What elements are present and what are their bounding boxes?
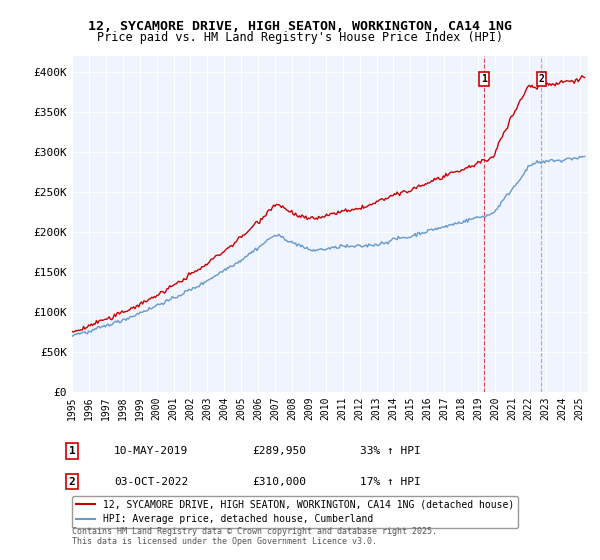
- Text: Contains HM Land Registry data © Crown copyright and database right 2025.
This d: Contains HM Land Registry data © Crown c…: [72, 526, 437, 546]
- Legend: 12, SYCAMORE DRIVE, HIGH SEATON, WORKINGTON, CA14 1NG (detached house), HPI: Ave: 12, SYCAMORE DRIVE, HIGH SEATON, WORKING…: [72, 496, 518, 528]
- Text: 2: 2: [68, 477, 76, 487]
- Text: 03-OCT-2022: 03-OCT-2022: [114, 477, 188, 487]
- Text: 10-MAY-2019: 10-MAY-2019: [114, 446, 188, 456]
- Text: 1: 1: [481, 74, 487, 84]
- Text: 17% ↑ HPI: 17% ↑ HPI: [360, 477, 421, 487]
- Text: Price paid vs. HM Land Registry's House Price Index (HPI): Price paid vs. HM Land Registry's House …: [97, 31, 503, 44]
- Text: 1: 1: [68, 446, 76, 456]
- Text: £289,950: £289,950: [252, 446, 306, 456]
- Text: £310,000: £310,000: [252, 477, 306, 487]
- Text: 12, SYCAMORE DRIVE, HIGH SEATON, WORKINGTON, CA14 1NG: 12, SYCAMORE DRIVE, HIGH SEATON, WORKING…: [88, 20, 512, 32]
- Text: 2: 2: [539, 74, 544, 84]
- Text: 33% ↑ HPI: 33% ↑ HPI: [360, 446, 421, 456]
